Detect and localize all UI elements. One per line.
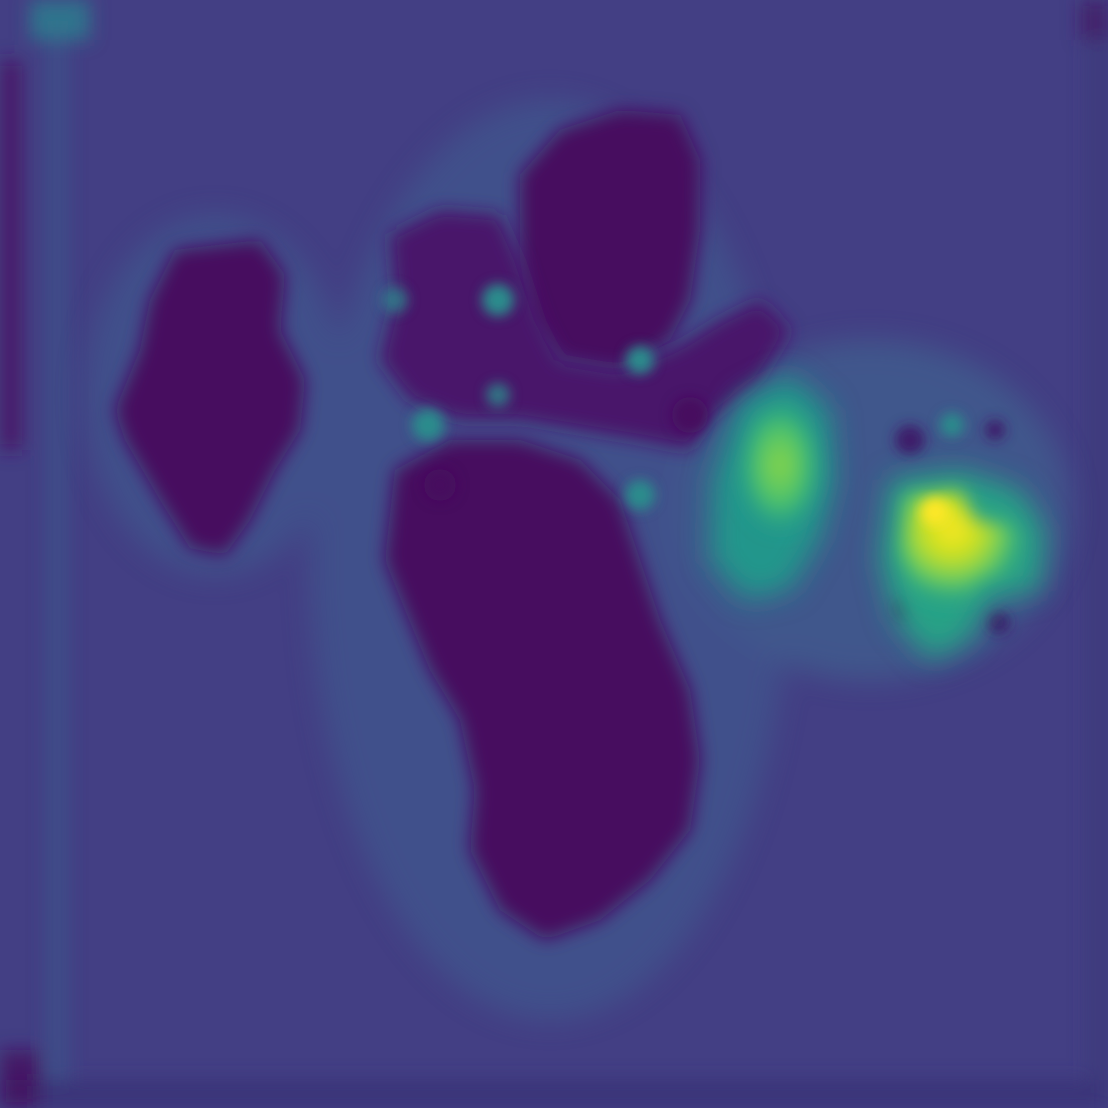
right-edge-strip: [1088, 0, 1108, 1108]
left-edge-glow: [46, 20, 68, 1080]
center-dark-blob-upper: [520, 110, 700, 370]
center-dark-blob-lower: [385, 440, 700, 940]
right-yellow-hotspot: [880, 470, 1045, 660]
top-left-corner-glow: [30, 0, 90, 40]
center-dark-cross: [380, 210, 790, 450]
bottom-left-corner: [0, 1050, 40, 1108]
left-edge-strip: [0, 60, 22, 450]
teal-dots: [382, 284, 964, 510]
left-dark-blob: [115, 240, 305, 555]
right-green-blob: [710, 375, 835, 600]
top-right-corner: [1080, 0, 1108, 40]
bottom-edge-strip: [0, 1080, 1108, 1108]
